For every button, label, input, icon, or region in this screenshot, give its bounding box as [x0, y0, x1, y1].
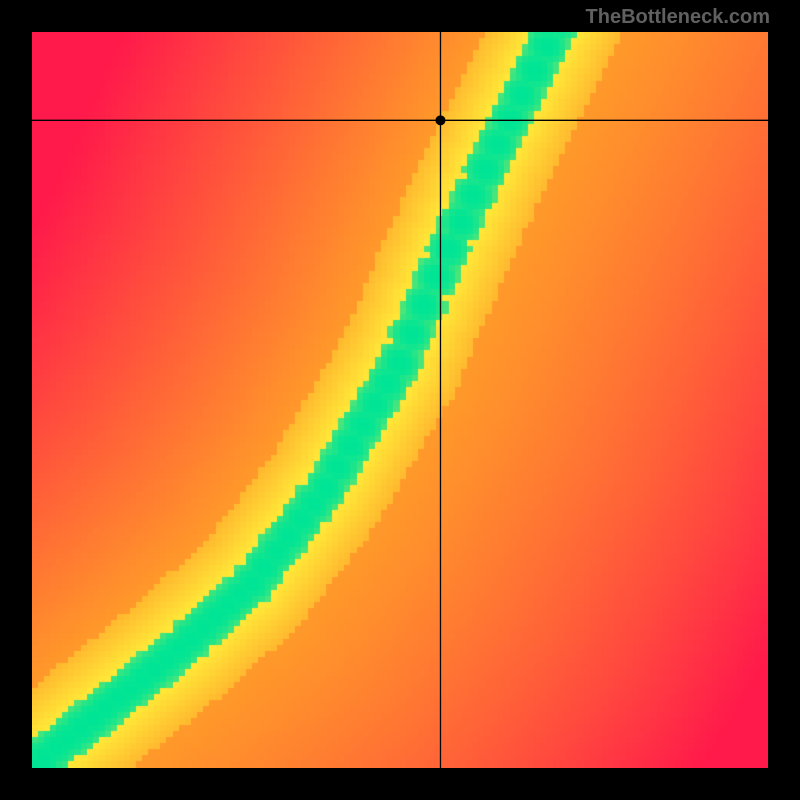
watermark-text: TheBottleneck.com — [586, 6, 770, 29]
heatmap-canvas — [32, 32, 768, 768]
plot-area — [32, 32, 768, 768]
